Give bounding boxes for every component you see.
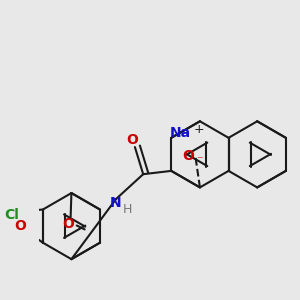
Text: O: O [183,149,194,163]
Text: Cl: Cl [4,208,19,222]
Text: +: + [194,123,204,136]
Text: H: H [123,203,132,216]
Text: O: O [62,217,74,231]
Text: methoxy: methoxy [0,223,1,224]
Text: O: O [126,133,138,147]
Text: ⁻: ⁻ [196,154,203,168]
Text: Na: Na [169,126,190,140]
Text: N: N [110,196,122,210]
Text: O: O [14,219,26,233]
